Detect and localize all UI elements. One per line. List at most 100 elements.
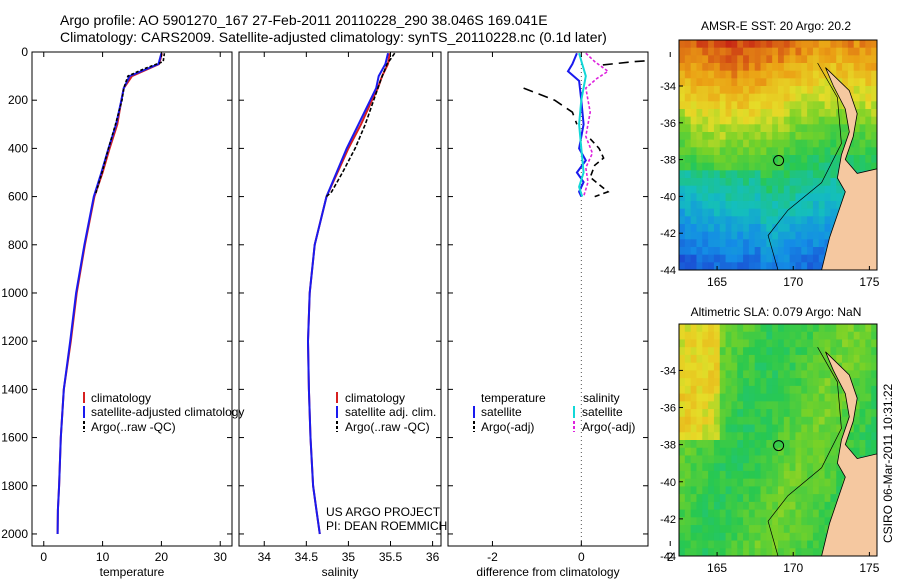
map-cell — [690, 101, 698, 110]
map-cell — [772, 239, 779, 248]
map-cell — [719, 509, 727, 518]
map-cell — [865, 424, 872, 433]
map-cell — [725, 139, 733, 148]
map-cell — [772, 70, 779, 79]
map-y-tick-label: -40 — [660, 477, 676, 489]
map-cell — [696, 416, 703, 426]
map-cell — [702, 424, 709, 433]
map-cell — [713, 532, 721, 542]
map-cell — [772, 93, 779, 102]
map-cell — [853, 440, 861, 449]
map-cell — [737, 216, 744, 225]
map-cell — [871, 124, 877, 133]
map-cell — [737, 40, 744, 49]
map-cell — [702, 339, 709, 348]
map-cell — [725, 532, 733, 542]
map-cell — [801, 447, 808, 457]
map-cell — [766, 478, 773, 487]
map-cell — [789, 378, 797, 387]
map-cell — [725, 347, 733, 356]
map-cell — [754, 378, 762, 387]
map-cell — [708, 193, 715, 202]
map-cell — [748, 401, 756, 410]
y-tick-label: 1400 — [1, 382, 28, 396]
map-cell — [719, 362, 727, 371]
map-cell — [696, 40, 703, 49]
map-cell — [842, 362, 849, 371]
map-cell — [807, 55, 814, 64]
map-cell — [818, 155, 826, 164]
map-cell — [702, 409, 709, 418]
map-cell — [772, 109, 779, 118]
map-cell — [760, 324, 767, 333]
map-cell — [731, 185, 738, 194]
map-cell — [743, 139, 750, 148]
map-x-tick-label: 165 — [707, 275, 727, 289]
map-y-tick-label: -42 — [660, 228, 676, 240]
map-cell — [719, 178, 727, 187]
map-y-tick-label: -44 — [660, 265, 676, 277]
map-cell — [871, 393, 877, 402]
map-cell — [719, 78, 727, 87]
map-cell — [830, 501, 837, 511]
map-cell — [789, 525, 797, 534]
map-cell — [702, 416, 709, 426]
map-cell — [795, 347, 802, 356]
map-cell — [824, 139, 832, 148]
map-cell — [818, 517, 826, 526]
map-cell — [719, 470, 727, 480]
map-cell — [743, 93, 750, 102]
map-cell — [725, 170, 733, 179]
map-cell — [795, 440, 802, 449]
map-cell — [696, 254, 703, 263]
map-cell — [754, 509, 762, 518]
map-cell — [818, 532, 826, 542]
map-cell — [824, 147, 832, 156]
map-cell — [731, 409, 738, 418]
map-cell — [818, 201, 826, 210]
map-cell — [696, 525, 703, 534]
map-cell — [725, 216, 733, 225]
map-cell — [713, 101, 721, 110]
map-cell — [690, 370, 698, 379]
map-cell — [818, 378, 826, 387]
map-cell — [801, 40, 808, 49]
map-cell — [696, 132, 703, 141]
map-cell — [737, 86, 744, 95]
map-cell — [679, 132, 686, 141]
map-cell — [789, 224, 797, 233]
map-cell — [754, 424, 762, 433]
map-cell — [684, 224, 692, 233]
map-cell — [760, 178, 767, 187]
map-cell — [713, 193, 721, 202]
map-cell — [696, 447, 703, 457]
map-cell — [789, 455, 797, 464]
map-cell — [708, 116, 715, 125]
map-x-tick-label: 170 — [783, 275, 803, 289]
credit-line-2: PI: DEAN ROEMMICH — [326, 519, 447, 533]
map-cell — [865, 362, 872, 371]
map-cell — [737, 463, 744, 472]
map-cell — [818, 548, 826, 556]
map-cell — [818, 124, 826, 133]
map-cell — [830, 432, 837, 441]
map-cell — [789, 109, 797, 118]
map-cell — [778, 470, 785, 480]
map-cell — [812, 447, 820, 457]
map-cell — [789, 494, 797, 503]
map-cell — [696, 339, 703, 348]
map-cell — [719, 124, 727, 133]
map-cell — [853, 116, 861, 125]
map-cell — [713, 224, 721, 233]
map-cell — [853, 147, 861, 156]
map-cell — [737, 532, 744, 542]
map-cell — [824, 124, 832, 133]
map-cell — [836, 470, 843, 480]
map-cell — [847, 432, 855, 441]
map-cell — [824, 201, 832, 210]
map-cell — [754, 447, 762, 457]
map-cell — [766, 331, 773, 341]
map-cell — [702, 224, 709, 233]
map-cell — [795, 494, 802, 503]
map-cell — [812, 178, 820, 187]
